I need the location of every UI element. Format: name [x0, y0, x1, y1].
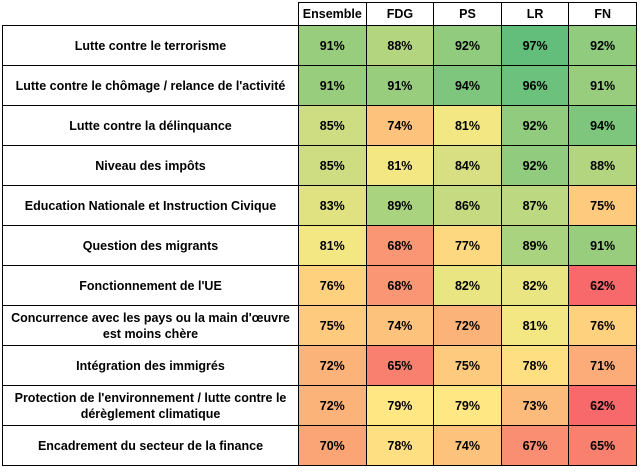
table-row: Intégration des immigrés 72% 65% 75% 78% 71%	[2, 345, 637, 386]
heatmap-cell: 76%	[568, 305, 637, 346]
heatmap-cell: 75%	[298, 305, 367, 346]
heatmap-cell: 97%	[500, 25, 570, 66]
heatmap-cell: 96%	[500, 65, 570, 106]
row-label: Intégration des immigrés	[2, 345, 299, 386]
heatmap-cell: 84%	[433, 145, 502, 186]
header-row: Ensemble FDG PS LR FN	[2, 2, 637, 26]
heatmap-cell: 72%	[298, 345, 367, 386]
row-label: Protection de l'environnement / lutte co…	[2, 385, 299, 426]
heatmap-cell: 73%	[500, 385, 570, 426]
heatmap-cell: 81%	[433, 105, 502, 146]
table-row: Encadrement du secteur de la finance 70% 7…	[2, 425, 637, 466]
row-label: Encadrement du secteur de la finance	[2, 425, 299, 466]
heatmap-cell: 91%	[365, 65, 435, 106]
heatmap-cell: 71%	[568, 345, 637, 386]
heatmap-cell: 82%	[500, 265, 570, 306]
heatmap-cell: 85%	[298, 145, 367, 186]
heatmap-cell: 92%	[500, 145, 570, 186]
heatmap-cell: 87%	[500, 185, 570, 226]
heatmap-cell: 74%	[365, 305, 435, 346]
table-row: Concurrence avec les pays ou la main d'œ…	[2, 305, 637, 346]
heatmap-cell: 83%	[298, 185, 367, 226]
heatmap-cell: 74%	[365, 105, 435, 146]
heatmap-table: Ensemble FDG PS LR FN Lutte contre le terror…	[2, 2, 637, 466]
heatmap-cell: 86%	[433, 185, 502, 226]
heatmap-cell: 79%	[365, 385, 435, 426]
column-header: FDG	[365, 2, 435, 26]
column-header: FN	[568, 2, 637, 26]
heatmap-cell: 78%	[365, 425, 435, 466]
heatmap-cell: 81%	[500, 305, 570, 346]
heatmap-cell: 92%	[500, 105, 570, 146]
row-label: Lutte contre la délinquance	[2, 105, 299, 146]
heatmap-cell: 68%	[365, 265, 435, 306]
heatmap-cell: 81%	[298, 225, 367, 266]
table-row: Fonctionnement de l'UE 76% 68% 82% 82% 62%	[2, 265, 637, 306]
table-body: Lutte contre le terrorisme 91% 88% 92% 97% 92…	[2, 25, 637, 466]
heatmap-cell: 92%	[568, 25, 637, 66]
column-header: Ensemble	[298, 2, 367, 26]
heatmap-table-wrapper: Ensemble FDG PS LR FN Lutte contre le terror…	[2, 2, 637, 466]
heatmap-cell: 62%	[568, 385, 637, 426]
heatmap-cell: 88%	[365, 25, 435, 66]
heatmap-cell: 79%	[433, 385, 502, 426]
heatmap-cell: 68%	[365, 225, 435, 266]
heatmap-cell: 65%	[365, 345, 435, 386]
corner-cell	[2, 2, 299, 26]
heatmap-cell: 70%	[298, 425, 367, 466]
heatmap-cell: 92%	[433, 25, 502, 66]
row-label: Question des migrants	[2, 225, 299, 266]
row-label: Lutte contre le terrorisme	[2, 25, 299, 66]
heatmap-cell: 76%	[298, 265, 367, 306]
table-row: Niveau des impôts 85% 81% 84% 92% 88%	[2, 145, 637, 186]
row-label: Niveau des impôts	[2, 145, 299, 186]
heatmap-cell: 75%	[568, 185, 637, 226]
row-label: Concurrence avec les pays ou la main d'œ…	[2, 305, 299, 346]
heatmap-cell: 91%	[568, 65, 637, 106]
heatmap-cell: 82%	[433, 265, 502, 306]
column-header: PS	[433, 2, 502, 26]
heatmap-cell: 94%	[433, 65, 502, 106]
heatmap-cell: 81%	[365, 145, 435, 186]
heatmap-cell: 91%	[568, 225, 637, 266]
table-row: Lutte contre la délinquance 85% 74% 81% 92% 9…	[2, 105, 637, 146]
heatmap-cell: 94%	[568, 105, 637, 146]
heatmap-cell: 72%	[298, 385, 367, 426]
heatmap-cell: 67%	[500, 425, 570, 466]
heatmap-cell: 91%	[298, 65, 367, 106]
column-header: LR	[500, 2, 570, 26]
table-row: Question des migrants 81% 68% 77% 89% 91%	[2, 225, 637, 266]
row-label: Lutte contre le chômage / relance de l'a…	[2, 65, 299, 106]
heatmap-cell: 85%	[298, 105, 367, 146]
row-label: Education Nationale et Instruction Civiq…	[2, 185, 299, 226]
heatmap-cell: 75%	[433, 345, 502, 386]
table-row: Lutte contre le chômage / relance de l'a…	[2, 65, 637, 106]
heatmap-cell: 62%	[568, 265, 637, 306]
heatmap-cell: 78%	[500, 345, 570, 386]
table-row: Protection de l'environnement / lutte co…	[2, 385, 637, 426]
heatmap-cell: 72%	[433, 305, 502, 346]
table-row: Lutte contre le terrorisme 91% 88% 92% 97% 92…	[2, 25, 637, 66]
row-label: Fonctionnement de l'UE	[2, 265, 299, 306]
table-row: Education Nationale et Instruction Civiq…	[2, 185, 637, 226]
heatmap-cell: 89%	[365, 185, 435, 226]
heatmap-cell: 77%	[433, 225, 502, 266]
heatmap-cell: 74%	[433, 425, 502, 466]
heatmap-cell: 88%	[568, 145, 637, 186]
heatmap-cell: 89%	[500, 225, 570, 266]
heatmap-cell: 65%	[568, 425, 637, 466]
heatmap-cell: 91%	[298, 25, 367, 66]
